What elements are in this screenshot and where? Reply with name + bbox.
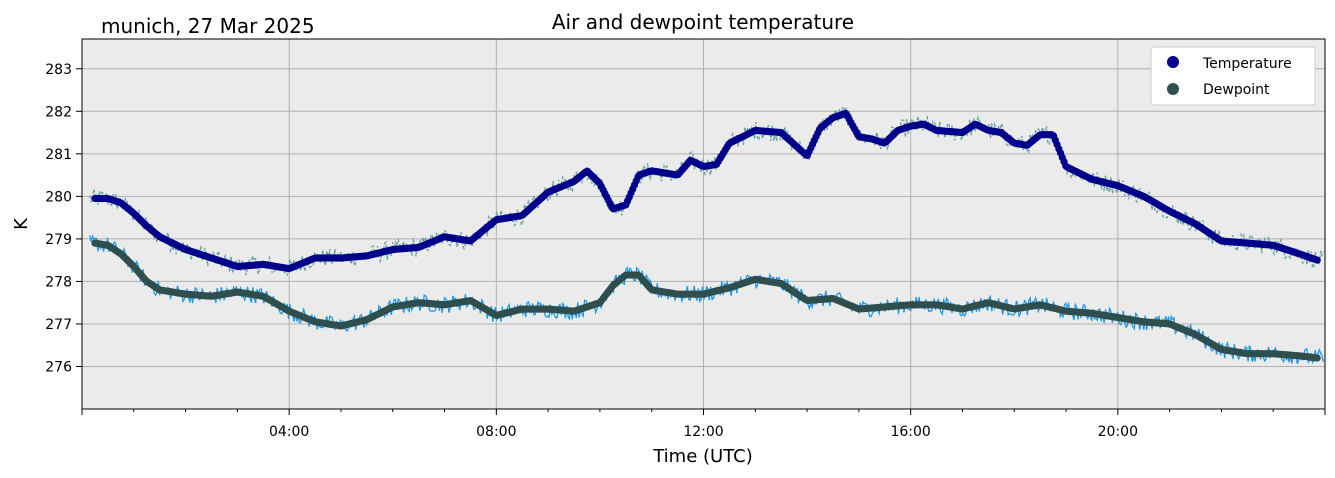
chart-subtitle: munich, 27 Mar 2025 [101, 14, 315, 38]
grid-lines [82, 39, 1325, 409]
point-dewpoint [1313, 354, 1321, 362]
chart-title: Air and dewpoint temperature [552, 10, 854, 34]
y-tick-label: 280 [45, 189, 72, 205]
legend-marker-temperature [1167, 56, 1179, 68]
legend-label-dewpoint: Dewpoint [1203, 82, 1270, 98]
legend: Temperature Dewpoint [1150, 46, 1316, 106]
point-temperature [1313, 256, 1321, 264]
y-tick-label: 279 [45, 232, 72, 248]
legend-label-temperature: Temperature [1202, 56, 1292, 72]
x-tick-label: 20:00 [1098, 424, 1138, 440]
x-tick-label: 08:00 [476, 424, 516, 440]
y-tick-label: 277 [45, 317, 72, 333]
y-tick-label: 281 [45, 147, 72, 163]
x-axis-title: Time (UTC) [652, 446, 753, 467]
legend-marker-dewpoint [1167, 83, 1179, 95]
x-tick-label: 12:00 [683, 424, 723, 440]
data-series [91, 109, 1321, 362]
x-tick-label: 04:00 [269, 424, 309, 440]
y-tick-label: 282 [45, 104, 72, 120]
y-tick-label: 276 [45, 359, 72, 375]
x-tick-label: 16:00 [890, 424, 930, 440]
x-axis: 04:00 08:00 12:00 16:00 20:00 [81, 409, 1326, 440]
legend-box [1150, 46, 1316, 106]
y-tick-label: 283 [45, 62, 72, 78]
y-axis-title: K [11, 217, 32, 230]
y-axis: 276 277 278 279 280 281 282 283 [45, 62, 82, 375]
y-tick-label: 278 [45, 274, 72, 290]
